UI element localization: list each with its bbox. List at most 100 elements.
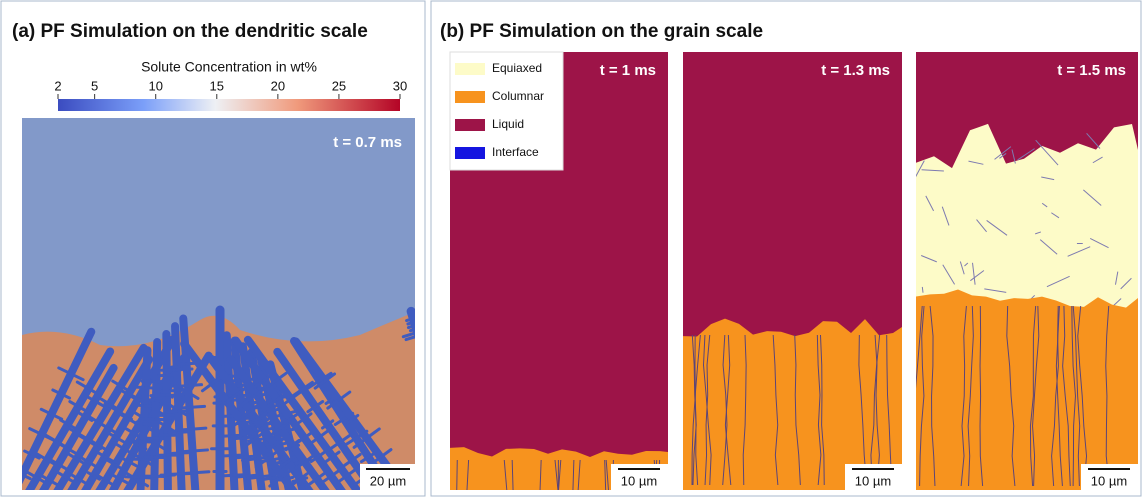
side-branch [286, 454, 298, 464]
legend-label: Equiaxed [492, 61, 542, 75]
panel-title: (a) PF Simulation on the dendritic scale [12, 21, 368, 42]
grain-boundary [1067, 246, 1091, 257]
legend-swatch [455, 91, 485, 103]
colorbar-tick-label: 15 [210, 78, 224, 93]
grain-boundary [1083, 189, 1102, 206]
side-branch [116, 387, 130, 397]
dendrite [226, 355, 330, 490]
side-branch [131, 403, 147, 408]
legend-swatch [455, 63, 485, 75]
side-branch [331, 450, 341, 459]
grain-boundary [604, 459, 607, 490]
side-branch [333, 417, 346, 426]
side-branch [176, 449, 195, 454]
grain-boundary [742, 334, 747, 486]
side-branch [241, 392, 258, 406]
grain-boundary [999, 153, 1007, 159]
dendrite [180, 339, 298, 490]
grain-boundary [1055, 305, 1063, 487]
grain-boundary [921, 286, 924, 293]
side-branch [217, 434, 234, 438]
side-branch [226, 392, 239, 403]
side-branch [292, 387, 305, 397]
colorbar-tick-label: 10 [148, 78, 162, 93]
side-branch [47, 457, 60, 466]
side-branch [294, 460, 307, 470]
dendrite [207, 354, 314, 490]
side-branch [342, 458, 354, 467]
side-branch [128, 439, 145, 444]
grain-boundary [942, 264, 956, 285]
side-branch [104, 430, 118, 439]
time-label: t = 1.5 ms [1057, 62, 1126, 79]
grain-boundary [605, 459, 609, 490]
side-branch [51, 388, 63, 396]
grain-boundary [503, 459, 508, 490]
legend-swatch [455, 147, 485, 159]
colorbar-tick-label: 2 [54, 78, 61, 93]
side-branch [160, 368, 179, 372]
side-branch [240, 409, 252, 419]
side-branch [59, 392, 72, 400]
colorbar-tick-label: 5 [91, 78, 98, 93]
side-branch [292, 436, 306, 447]
grain-boundary [1114, 271, 1119, 285]
side-branch [186, 383, 204, 388]
side-branch [49, 412, 64, 421]
grain-boundary [577, 459, 581, 490]
side-branch [99, 397, 112, 406]
side-branch [352, 436, 369, 449]
legend-label: Columnar [492, 89, 544, 103]
side-branch [338, 433, 353, 444]
side-branch [266, 398, 279, 408]
grain-boundary [816, 334, 822, 486]
side-branch [317, 429, 329, 440]
side-branch [84, 415, 94, 422]
side-branch [326, 398, 341, 410]
side-branch [235, 474, 249, 479]
side-branch [254, 456, 271, 469]
side-branch [52, 439, 69, 450]
side-branch [251, 426, 265, 437]
grain-boundary [979, 305, 984, 487]
grain-boundary [558, 459, 562, 490]
dendrite [53, 343, 148, 490]
side-branch [303, 454, 315, 464]
dendrite [222, 331, 239, 490]
side-branch [86, 460, 98, 469]
side-branch [248, 403, 260, 413]
side-branch [57, 366, 73, 376]
side-branch [75, 380, 91, 391]
grain-boundary [1039, 239, 1058, 255]
side-branch [66, 422, 77, 430]
side-branch [306, 379, 322, 390]
time-label: t = 0.7 ms [333, 134, 402, 151]
columnar-region [683, 318, 902, 490]
grain-boundary [511, 459, 514, 490]
side-branch [84, 413, 101, 424]
grain-boundary [1011, 149, 1016, 164]
side-branch [308, 436, 321, 446]
grain-boundary [886, 334, 893, 486]
side-branch [326, 419, 335, 426]
grain-boundary [572, 459, 575, 490]
side-branch [76, 477, 87, 485]
side-branch [245, 473, 259, 478]
side-branch [365, 427, 381, 440]
side-branch [266, 378, 279, 388]
colorbar-label: Solute Concentration in wt% [141, 59, 317, 75]
side-branch [22, 473, 24, 477]
grain-boundary [1041, 202, 1048, 208]
grain-boundary [1120, 277, 1132, 290]
side-branch [65, 451, 79, 461]
colorbar-tick-label: 20 [271, 78, 285, 93]
grain-boundary [819, 334, 825, 486]
grain-boundary [539, 459, 542, 490]
grain-boundary [960, 305, 967, 487]
side-branch [56, 462, 70, 472]
grain-boundary [968, 160, 984, 165]
side-branch [252, 378, 266, 389]
side-branch [93, 399, 106, 408]
side-branch [189, 426, 208, 431]
grain-boundary [970, 270, 985, 282]
